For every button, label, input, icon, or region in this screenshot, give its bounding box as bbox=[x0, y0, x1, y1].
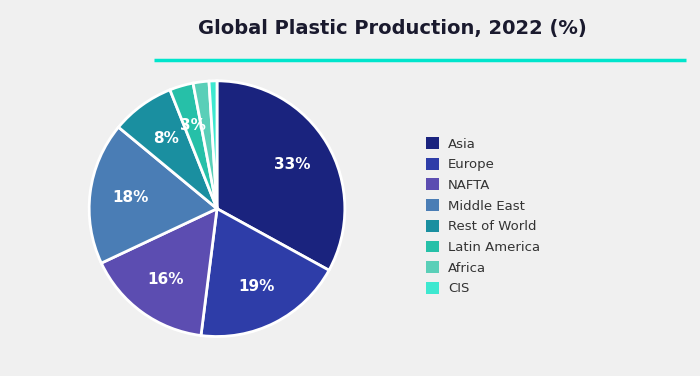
Text: 8%: 8% bbox=[153, 131, 178, 146]
Wedge shape bbox=[170, 83, 217, 209]
Wedge shape bbox=[102, 209, 217, 335]
Wedge shape bbox=[118, 90, 217, 209]
Text: Global Plastic Production, 2022 (%): Global Plastic Production, 2022 (%) bbox=[197, 19, 587, 38]
Wedge shape bbox=[89, 127, 217, 263]
Wedge shape bbox=[201, 209, 329, 337]
Text: 33%: 33% bbox=[274, 157, 310, 172]
Wedge shape bbox=[193, 81, 217, 209]
Wedge shape bbox=[209, 81, 217, 209]
Wedge shape bbox=[217, 81, 345, 270]
Text: 19%: 19% bbox=[238, 279, 274, 294]
Text: 3%: 3% bbox=[180, 118, 206, 133]
Text: 18%: 18% bbox=[113, 190, 149, 205]
Text: 16%: 16% bbox=[148, 271, 184, 287]
Legend: Asia, Europe, NAFTA, Middle East, Rest of World, Latin America, Africa, CIS: Asia, Europe, NAFTA, Middle East, Rest o… bbox=[420, 132, 545, 300]
